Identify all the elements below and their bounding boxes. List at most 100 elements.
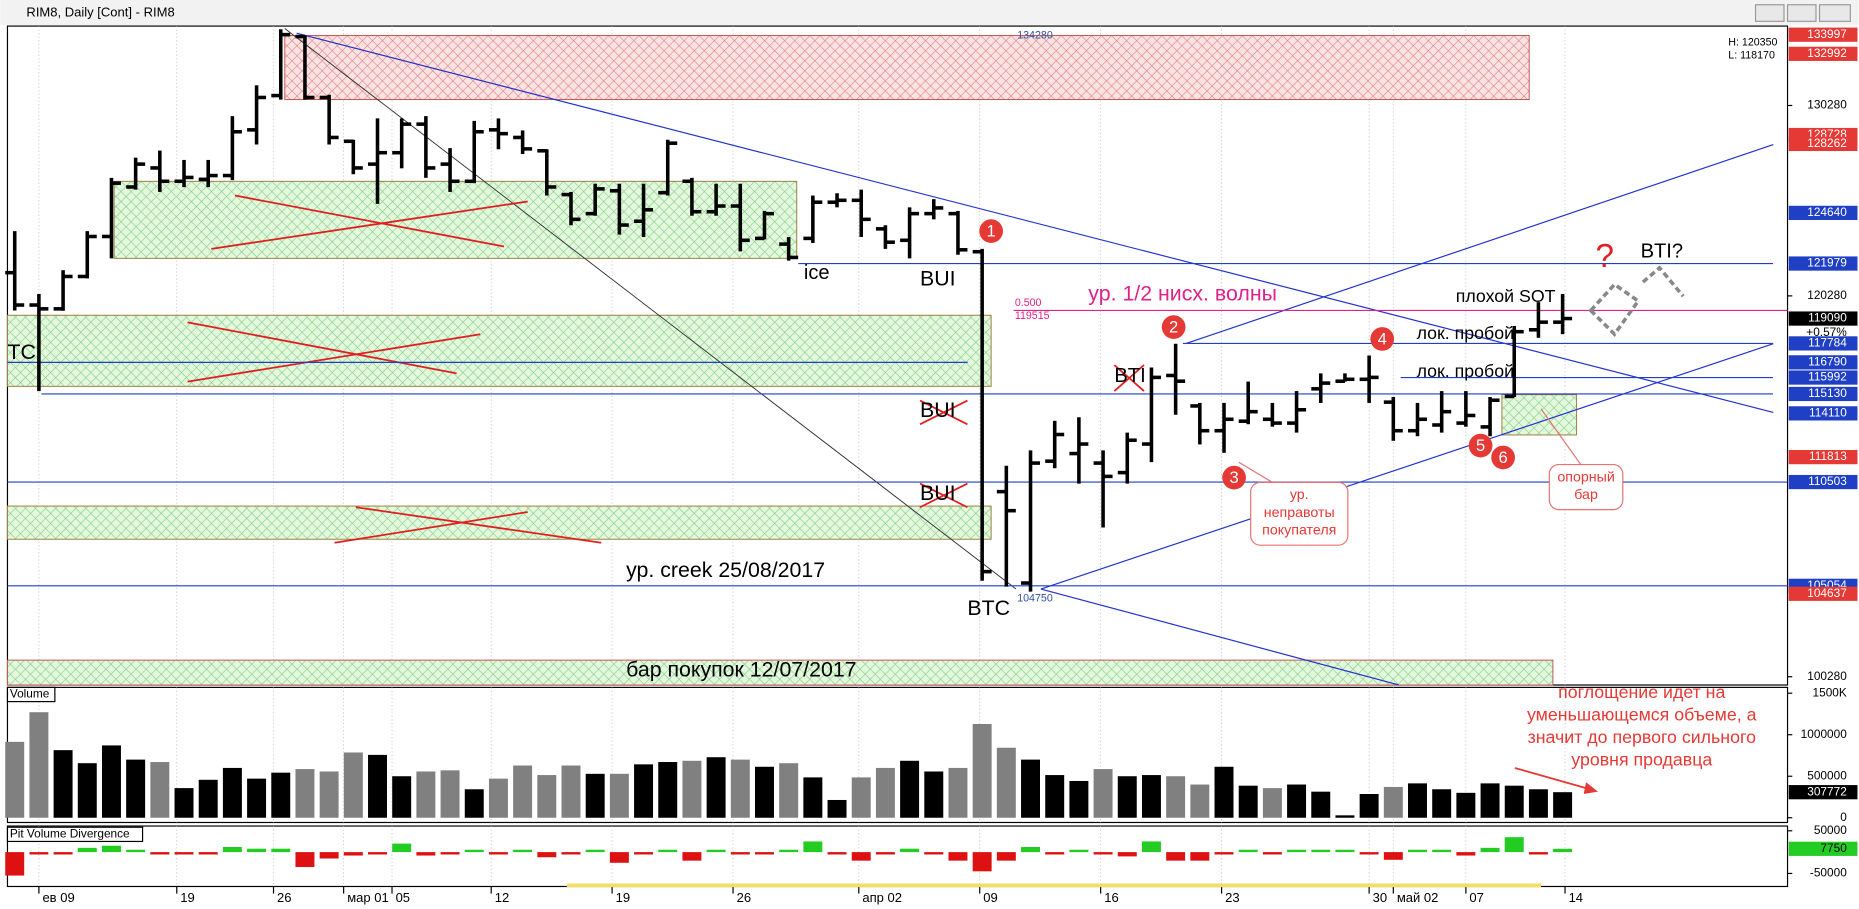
volume-bar — [1166, 776, 1186, 818]
annotation: бар покупок 12/07/2017 — [626, 657, 856, 681]
divergence-bar — [247, 848, 267, 853]
divergence-bar — [29, 852, 49, 855]
zone — [1501, 394, 1578, 436]
x-tick-label: 16 — [1104, 890, 1118, 905]
fib-value: 119515 — [1015, 310, 1050, 322]
x-tick-label: 19 — [180, 890, 194, 905]
y-tick-label: 120280 — [1807, 288, 1847, 302]
divergence-bar — [827, 852, 847, 855]
divergence-bar — [488, 852, 508, 855]
volume-bar — [247, 778, 267, 818]
volume-bar — [53, 750, 73, 818]
maximize-button[interactable] — [1786, 4, 1817, 22]
marker — [1468, 433, 1493, 458]
volume-bar — [416, 771, 436, 818]
cross-out — [919, 399, 968, 426]
divergence-bar — [150, 852, 170, 855]
divergence-bar — [1528, 852, 1548, 855]
volume-bar — [1238, 785, 1258, 818]
annotation: TC — [7, 340, 35, 364]
callout — [1548, 463, 1624, 511]
divergence-bar — [198, 852, 218, 855]
divergence-bar — [1117, 852, 1137, 857]
x-tick-label: 05 — [396, 890, 410, 905]
volume-bar — [1383, 786, 1403, 818]
divergence-bar — [537, 852, 557, 858]
volume-bar — [295, 769, 315, 818]
level-label: 132992 — [1807, 46, 1847, 60]
volume-bar — [996, 747, 1016, 818]
annotation: лок. пробой — [1417, 361, 1514, 381]
callout-text: опорный — [1557, 469, 1614, 485]
divergence-bar — [1069, 849, 1089, 853]
divergence-label: 7750 — [1820, 841, 1847, 855]
x-tick-label: 26 — [737, 890, 751, 905]
volume-bar — [1069, 780, 1089, 818]
window-title: RIM8, Daily [Cont] - RIM8 — [26, 4, 174, 19]
volume-bar — [77, 763, 97, 818]
annotation: BTI — [1114, 365, 1145, 387]
volume-bar — [1359, 793, 1379, 818]
divergence-bar — [368, 852, 387, 855]
divergence-bar — [295, 852, 315, 868]
level-tag — [1788, 336, 1858, 351]
y-tick-label: 50000 — [1814, 823, 1847, 837]
divergence-bar — [126, 849, 146, 853]
volume-bar — [150, 762, 170, 818]
level-tag — [1788, 586, 1858, 601]
cross-out — [919, 482, 968, 509]
divergence-bar — [392, 843, 412, 853]
close-button[interactable] — [1818, 4, 1851, 22]
volume-bar — [972, 723, 992, 818]
volume-bar — [1408, 783, 1427, 818]
high-label: 134280 — [1017, 29, 1053, 41]
divergence-bar — [900, 848, 920, 853]
panel-title-box — [6, 826, 144, 843]
trend-line — [296, 32, 1774, 414]
volume-bar — [271, 772, 291, 818]
volume-bar — [101, 745, 121, 818]
cross-out — [187, 321, 457, 375]
volume-bar — [1335, 815, 1355, 818]
divergence-bar — [319, 852, 339, 859]
divergence-bar — [1335, 849, 1355, 853]
callout-text: бар — [1574, 487, 1598, 503]
volume-bar — [900, 760, 920, 818]
marker — [1161, 315, 1186, 339]
divergence-bar — [1456, 852, 1476, 856]
x-tick-label: апр 02 — [862, 890, 902, 905]
divergence-bar — [1214, 852, 1234, 855]
x-tick-label: 14 — [1569, 890, 1583, 905]
annotation: плохой SOT — [1456, 286, 1556, 306]
divergence-bar — [803, 841, 823, 853]
divergence-bar — [585, 849, 605, 853]
volume-bar — [5, 741, 25, 818]
divergence-bar — [948, 852, 968, 861]
minimize-button[interactable] — [1754, 4, 1785, 22]
volume-bar — [851, 777, 871, 818]
panel-title-box — [6, 686, 56, 703]
zone — [284, 35, 1530, 101]
divergence-bar — [1262, 852, 1282, 855]
x-tick-label: 12 — [495, 890, 509, 905]
divergence-bar — [924, 852, 944, 855]
marker-label: 2 — [1169, 318, 1178, 337]
divergence-bar — [101, 845, 121, 853]
volume-bar — [343, 752, 363, 818]
volume-bar — [1311, 791, 1331, 818]
volume-bar — [827, 799, 847, 818]
level-label: 116790 — [1808, 354, 1847, 368]
annotation: BUI — [920, 481, 956, 505]
divergence-bar — [561, 852, 581, 855]
annotation: BUI — [920, 398, 956, 422]
volume-bar — [1553, 792, 1573, 818]
x-tick-label: 26 — [277, 890, 291, 905]
level-tag — [1788, 450, 1858, 465]
note-arrow — [1514, 767, 1595, 792]
trend-line — [1040, 343, 1774, 590]
level-tag — [1788, 256, 1858, 271]
volume-bar — [488, 778, 508, 818]
y-tick-label: 100280 — [1807, 669, 1847, 683]
